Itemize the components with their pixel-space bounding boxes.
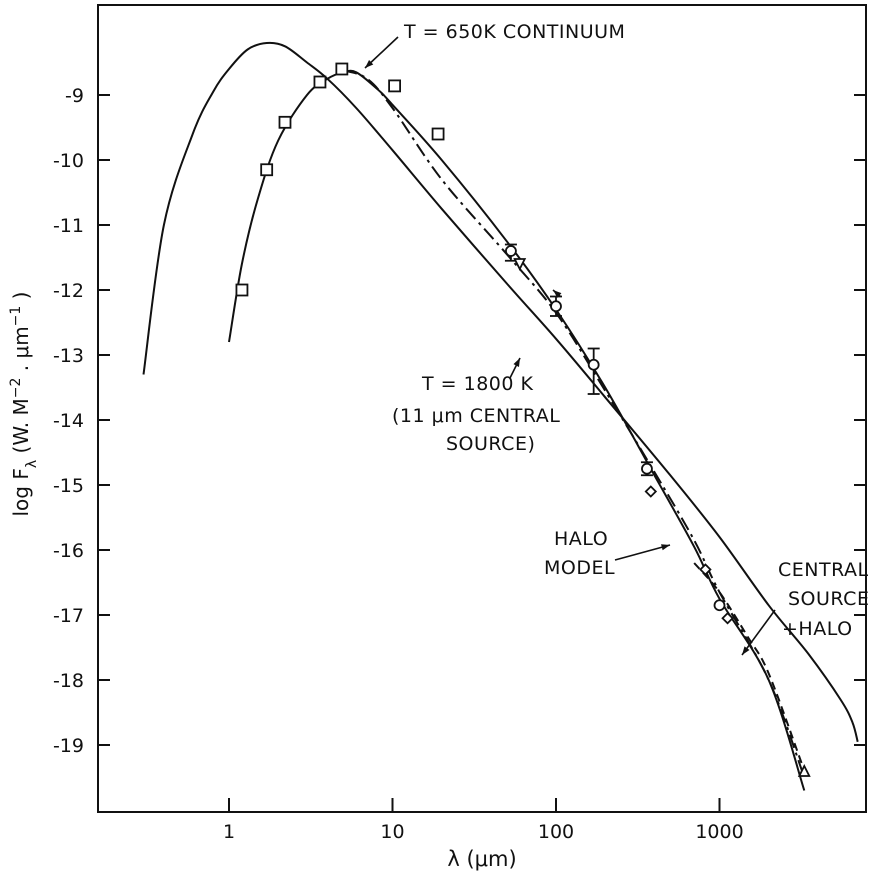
circle-marker	[550, 300, 562, 313]
arrow-combo-head	[742, 646, 750, 655]
arrow-halo-head	[661, 544, 670, 551]
annotation-combo-line3: +HALO	[782, 618, 853, 640]
triangle-up-marker	[797, 763, 811, 777]
data-markers	[235, 62, 811, 777]
square-marker	[235, 283, 249, 297]
circle-marker	[505, 245, 517, 257]
y-axis-label-close: )	[9, 291, 33, 305]
y-tick-label: -10	[53, 150, 84, 172]
diamond-marker	[699, 563, 712, 576]
square-marker	[260, 163, 274, 177]
y-tick-label: -16	[53, 540, 84, 562]
y-tick-labels: -9 -10 -11 -12 -13 -14 -15 -16 -17 -18 -19	[53, 85, 84, 757]
annotation-arrows	[364, 36, 776, 656]
x-tick-labels: 1 10 100 1000	[223, 821, 744, 843]
model-curves	[142, 41, 859, 791]
y-tick-label: -13	[53, 345, 84, 367]
square-marker	[388, 79, 401, 93]
curve-dashed-3	[693, 562, 804, 765]
circle-marker	[641, 462, 653, 475]
square-marker	[431, 127, 445, 141]
y-axis-label-exp1: −2	[8, 378, 24, 399]
y-tick-label: -18	[53, 670, 84, 692]
square-marker	[278, 115, 292, 129]
curve-dash-dot-2	[342, 69, 804, 772]
x-tick-label: 10	[380, 821, 404, 843]
curve-solid-0	[142, 41, 859, 743]
annotation-combo-line2: SOURCE	[788, 588, 869, 610]
annotation-1800k-line3: SOURCE)	[446, 433, 535, 455]
y-tick-label: -11	[53, 215, 84, 237]
diamond-marker	[721, 611, 734, 625]
axis-ticks	[98, 94, 866, 812]
circle-marker	[587, 358, 600, 371]
annotation-combo-line1: CENTRAL	[778, 559, 869, 581]
x-tick-label: 1000	[695, 821, 743, 843]
arrow-650k-head	[365, 59, 374, 68]
y-axis-label-units: (W. M	[9, 398, 33, 460]
circle-marker	[713, 599, 726, 612]
y-axis-label-log: log F	[9, 468, 33, 516]
arrow-combo	[741, 609, 776, 656]
y-tick-label: -17	[53, 605, 84, 627]
x-axis-label: λ (μm)	[447, 847, 516, 871]
diamond-marker	[644, 485, 658, 498]
y-tick-label: -15	[53, 475, 84, 497]
y-axis-label-sub: λ	[24, 460, 40, 468]
annotation-1800k-line2: (11 μm CENTRAL	[392, 405, 560, 427]
arrow-point-100-head	[553, 290, 562, 298]
y-tick-label: -9	[65, 85, 84, 107]
plot-frame	[97, 4, 867, 813]
annotation-halo-line2: MODEL	[544, 557, 615, 579]
y-tick-label: -12	[53, 280, 84, 302]
y-axis-label: log Fλ (W. M−2 . μm−1 )	[8, 291, 40, 516]
curve-solid-1	[228, 69, 806, 791]
triangle-down-marker	[513, 258, 527, 272]
annotation-650k: T = 650K CONTINUUM	[403, 21, 625, 43]
y-axis-label-exp2: −1	[8, 306, 24, 327]
y-axis-label-units2: . μm	[9, 326, 33, 377]
square-marker	[335, 62, 349, 76]
arrow-halo	[614, 544, 671, 561]
y-tick-label: -14	[53, 410, 84, 432]
square-marker	[313, 75, 327, 89]
x-tick-label: 1	[223, 821, 235, 843]
annotation-1800k-line1: T = 1800 K	[421, 373, 533, 395]
y-tick-label: -19	[53, 735, 84, 757]
x-tick-label: 100	[538, 821, 574, 843]
annotation-halo-line1: HALO	[554, 528, 608, 550]
arrow-1800k-head	[513, 358, 520, 367]
